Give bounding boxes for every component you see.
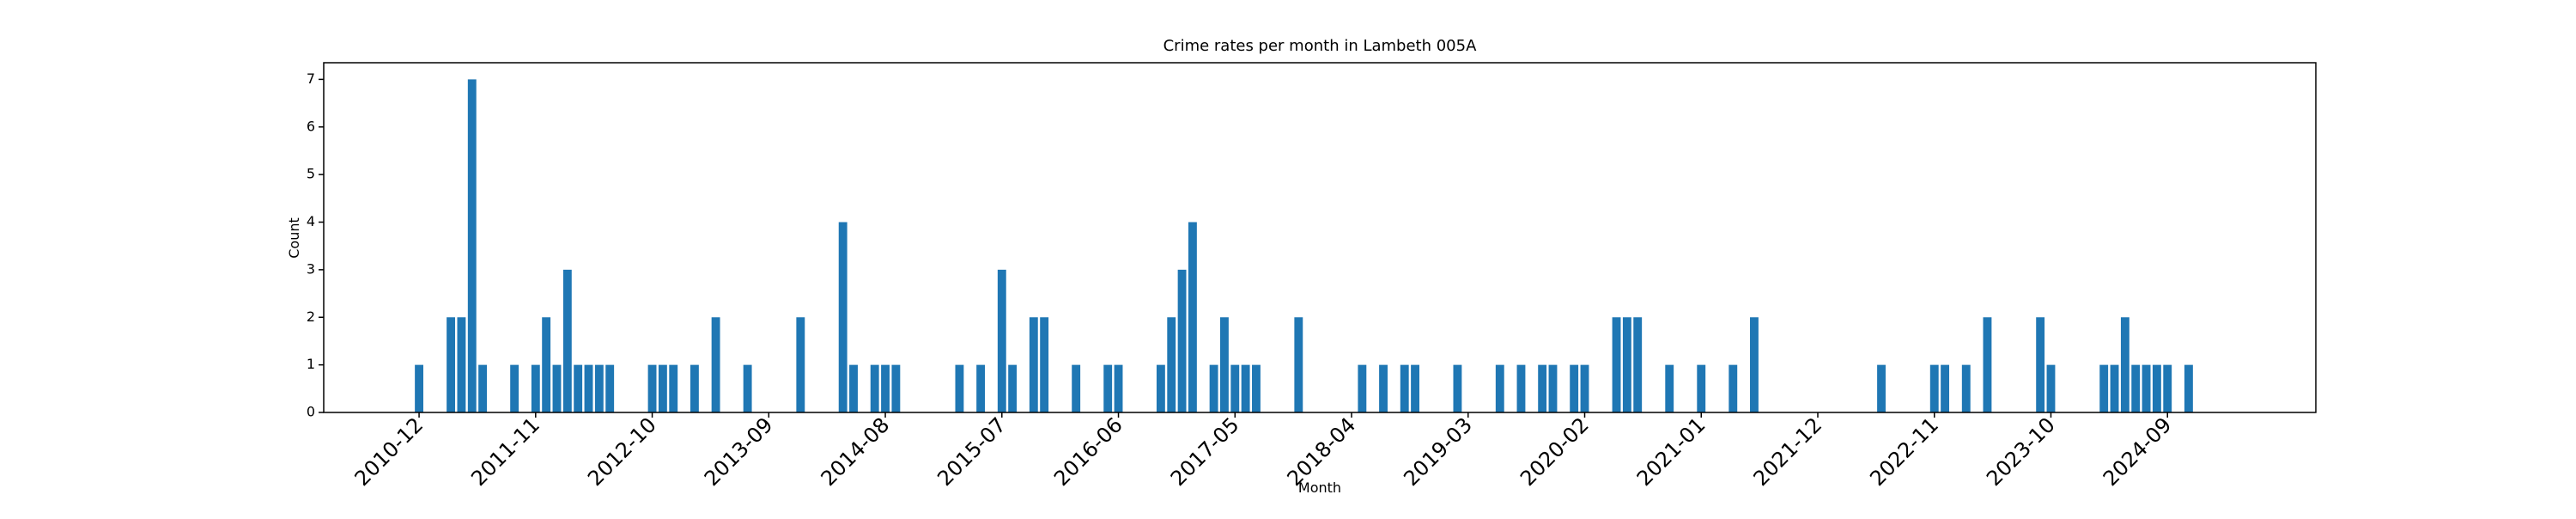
bar bbox=[1495, 364, 1504, 412]
bar bbox=[2142, 364, 2151, 412]
bar bbox=[531, 364, 540, 412]
bar bbox=[658, 364, 667, 412]
y-tick-label: 3 bbox=[307, 260, 315, 277]
bar bbox=[1358, 364, 1367, 412]
bar bbox=[1516, 364, 1526, 412]
bar bbox=[1167, 317, 1176, 412]
bar bbox=[881, 364, 890, 412]
bar bbox=[447, 317, 456, 412]
bar bbox=[849, 364, 858, 412]
y-tick-label: 1 bbox=[307, 356, 315, 372]
bar bbox=[2099, 364, 2109, 412]
bar bbox=[1400, 364, 1409, 412]
bar bbox=[478, 364, 488, 412]
bar bbox=[2046, 364, 2056, 412]
bar bbox=[2036, 317, 2045, 412]
bar bbox=[415, 364, 423, 412]
bar bbox=[711, 317, 720, 412]
bar bbox=[1177, 269, 1187, 412]
bar bbox=[605, 364, 615, 412]
bar bbox=[542, 317, 551, 412]
bar bbox=[1728, 364, 1738, 412]
bar bbox=[1750, 317, 1759, 412]
bar bbox=[1294, 317, 1303, 412]
plot-frame bbox=[323, 62, 2317, 413]
bar bbox=[1538, 364, 1547, 412]
bar bbox=[2152, 364, 2161, 412]
bar bbox=[2184, 364, 2193, 412]
y-tick-label: 6 bbox=[307, 118, 315, 134]
bar bbox=[1697, 364, 1706, 412]
bar bbox=[1983, 317, 1992, 412]
y-tick-label: 4 bbox=[307, 213, 315, 229]
bar bbox=[796, 317, 805, 412]
bar bbox=[838, 222, 848, 412]
y-tick-label: 0 bbox=[307, 404, 315, 420]
bar bbox=[1941, 364, 1950, 412]
bar bbox=[510, 364, 519, 412]
bar bbox=[870, 364, 879, 412]
bar bbox=[584, 364, 593, 412]
bar bbox=[891, 364, 901, 412]
bar bbox=[647, 364, 657, 412]
bar bbox=[1008, 364, 1018, 412]
bar bbox=[1230, 364, 1240, 412]
bar bbox=[1665, 364, 1674, 412]
bar bbox=[743, 364, 752, 412]
bar bbox=[2110, 364, 2119, 412]
bar bbox=[1622, 317, 1631, 412]
bar bbox=[2120, 317, 2129, 412]
bar bbox=[1570, 364, 1579, 412]
bar bbox=[1252, 364, 1261, 412]
bar bbox=[1633, 317, 1643, 412]
bar bbox=[594, 364, 604, 412]
bar bbox=[574, 364, 583, 412]
bar bbox=[669, 364, 678, 412]
bar bbox=[1114, 364, 1123, 412]
bar bbox=[1241, 364, 1250, 412]
bar bbox=[457, 317, 466, 412]
x-axis-label: Month bbox=[1298, 479, 1341, 496]
bar bbox=[1188, 222, 1197, 412]
bar bbox=[1040, 317, 1049, 412]
bar bbox=[2131, 364, 2141, 412]
bar bbox=[1548, 364, 1558, 412]
y-axis-label: Count bbox=[286, 217, 302, 259]
bar bbox=[552, 364, 562, 412]
bar bbox=[1379, 364, 1388, 412]
y-tick-label: 5 bbox=[307, 166, 315, 182]
bar bbox=[1580, 364, 1589, 412]
bar bbox=[690, 364, 699, 412]
bar bbox=[1877, 364, 1886, 412]
bar bbox=[1029, 317, 1038, 412]
bar bbox=[2163, 364, 2172, 412]
bar bbox=[976, 364, 986, 412]
bar bbox=[1220, 317, 1229, 412]
bar bbox=[467, 79, 477, 412]
bar bbox=[1103, 364, 1113, 412]
bar bbox=[562, 269, 572, 412]
bar bbox=[955, 364, 964, 412]
chart-title: Crime rates per month in Lambeth 005A bbox=[1163, 37, 1477, 55]
bar bbox=[1156, 364, 1165, 412]
bar bbox=[1612, 317, 1621, 412]
bar bbox=[997, 269, 1006, 412]
bar bbox=[1411, 364, 1419, 412]
y-tick-label: 7 bbox=[307, 70, 315, 87]
bar bbox=[1072, 364, 1081, 412]
bar bbox=[1209, 364, 1218, 412]
y-tick-label: 2 bbox=[307, 308, 315, 325]
bar bbox=[1453, 364, 1462, 412]
bar bbox=[1929, 364, 1939, 412]
bar bbox=[1961, 364, 1971, 412]
